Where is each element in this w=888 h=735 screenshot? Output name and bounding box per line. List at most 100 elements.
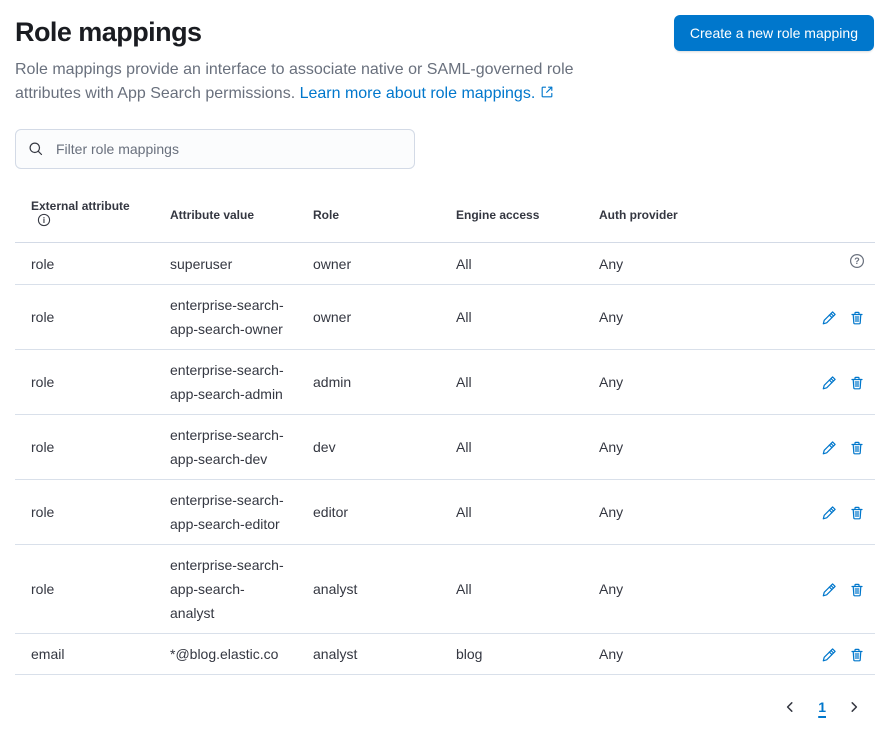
cell-attribute-value: enterprise-search-app-search-dev [158, 414, 301, 480]
cell-role: owner [301, 284, 444, 350]
cell-actions [730, 544, 875, 634]
learn-more-link[interactable]: Learn more about role mappings. [300, 85, 555, 102]
cell-role: dev [301, 414, 444, 480]
chevron-left-icon [782, 702, 798, 718]
filter-bar [15, 129, 415, 169]
cell-external-attribute: role [15, 349, 158, 415]
delete-icon [849, 584, 865, 601]
column-header-label: Role [313, 207, 340, 222]
column-header-attribute-value: Attribute value [158, 193, 301, 243]
delete-icon [849, 377, 865, 394]
pagination: 1 [15, 675, 874, 735]
table-row: role enterprise-search-app-search-dev dev A… [15, 414, 875, 480]
cell-actions: ? [730, 242, 875, 285]
page-description: Role mappings provide an interface to as… [15, 58, 617, 107]
pagination-page-current[interactable]: 1 [810, 695, 834, 719]
edit-icon [821, 376, 837, 394]
cell-auth-provider: Any [587, 479, 730, 545]
pagination-next-button[interactable] [838, 693, 870, 721]
table-row: role superuser owner All Any? [15, 242, 875, 285]
table-row: role enterprise-search-app-search-analyst… [15, 544, 875, 634]
filter-role-mappings-input[interactable] [15, 129, 415, 169]
cell-role: editor [301, 479, 444, 545]
edit-icon [821, 583, 837, 601]
edit-icon [821, 441, 837, 459]
page-header-text: Role mappings Role mappings provide an i… [15, 12, 617, 107]
chevron-right-icon [846, 702, 862, 718]
info-icon[interactable]: i [37, 213, 51, 230]
svg-text:?: ? [854, 256, 860, 266]
table-header-row: External attribute i Attribute value Role En… [15, 193, 875, 243]
column-header-actions [730, 193, 875, 243]
cell-external-attribute: role [15, 479, 158, 545]
cell-attribute-value: superuser [158, 242, 301, 285]
edit-role-mapping-button[interactable] [819, 438, 839, 458]
column-header-auth-provider: Auth provider [587, 193, 730, 243]
edit-role-mapping-button[interactable] [819, 308, 839, 328]
cell-engine-access: All [444, 284, 587, 350]
table-row: role enterprise-search-app-search-admin ad… [15, 349, 875, 415]
description-text: Role mappings provide an interface to as… [15, 61, 574, 102]
edit-role-mapping-button[interactable] [819, 645, 839, 665]
cell-external-attribute: role [15, 544, 158, 634]
edit-icon [821, 506, 837, 524]
cell-role: analyst [301, 633, 444, 675]
column-header-label: Engine access [456, 207, 540, 222]
edit-role-mapping-button[interactable] [819, 373, 839, 393]
cell-actions [730, 414, 875, 480]
column-header-label: External attribute [31, 199, 130, 213]
edit-icon [821, 648, 837, 666]
delete-role-mapping-button[interactable] [847, 308, 867, 328]
column-header-engine-access: Engine access [444, 193, 587, 243]
cell-external-attribute: role [15, 414, 158, 480]
delete-role-mapping-button[interactable] [847, 438, 867, 458]
cell-role: admin [301, 349, 444, 415]
cell-auth-provider: Any [587, 544, 730, 634]
cell-external-attribute: role [15, 284, 158, 350]
learn-more-link-label: Learn more about role mappings. [299, 85, 536, 102]
table-row: role enterprise-search-app-search-editor e… [15, 479, 875, 545]
column-header-role: Role [301, 193, 444, 243]
cell-attribute-value: enterprise-search-app-search-analyst [158, 544, 301, 634]
edit-role-mapping-button[interactable] [819, 503, 839, 523]
cell-actions [730, 284, 875, 350]
table-row: email *@blog.elastic.co analyst blog Any [15, 633, 875, 675]
delete-icon [849, 312, 865, 329]
cell-auth-provider: Any [587, 633, 730, 675]
cell-auth-provider: Any [587, 284, 730, 350]
delete-role-mapping-button[interactable] [847, 373, 867, 393]
cell-engine-access: All [444, 349, 587, 415]
page-header: Role mappings Role mappings provide an i… [15, 12, 874, 107]
delete-icon [849, 507, 865, 524]
column-header-label: Attribute value [170, 207, 255, 222]
column-header-external-attribute: External attribute i [15, 193, 158, 243]
cell-role: analyst [301, 544, 444, 634]
cell-actions [730, 633, 875, 675]
cell-role: owner [301, 242, 444, 285]
cell-attribute-value: enterprise-search-app-search-editor [158, 479, 301, 545]
create-role-mapping-button[interactable]: Create a new role mapping [673, 15, 874, 51]
role-mappings-table: External attribute i Attribute value Role En… [15, 193, 875, 675]
delete-role-mapping-button[interactable] [847, 645, 867, 665]
help-icon[interactable]: ? [847, 251, 867, 271]
svg-text:i: i [43, 216, 45, 225]
delete-role-mapping-button[interactable] [847, 580, 867, 600]
search-icon [28, 141, 44, 162]
cell-external-attribute: email [15, 633, 158, 675]
cell-engine-access: All [444, 479, 587, 545]
cell-auth-provider: Any [587, 242, 730, 285]
column-header-label: Auth provider [599, 207, 678, 222]
delete-role-mapping-button[interactable] [847, 503, 867, 523]
page-title: Role mappings [15, 17, 202, 47]
cell-auth-provider: Any [587, 349, 730, 415]
cell-engine-access: All [444, 242, 587, 285]
pagination-prev-button[interactable] [774, 693, 806, 721]
cell-engine-access: All [444, 544, 587, 634]
cell-external-attribute: role [15, 242, 158, 285]
cell-actions [730, 349, 875, 415]
cell-attribute-value: enterprise-search-app-search-owner [158, 284, 301, 350]
edit-icon [821, 311, 837, 329]
edit-role-mapping-button[interactable] [819, 580, 839, 600]
cell-auth-provider: Any [587, 414, 730, 480]
